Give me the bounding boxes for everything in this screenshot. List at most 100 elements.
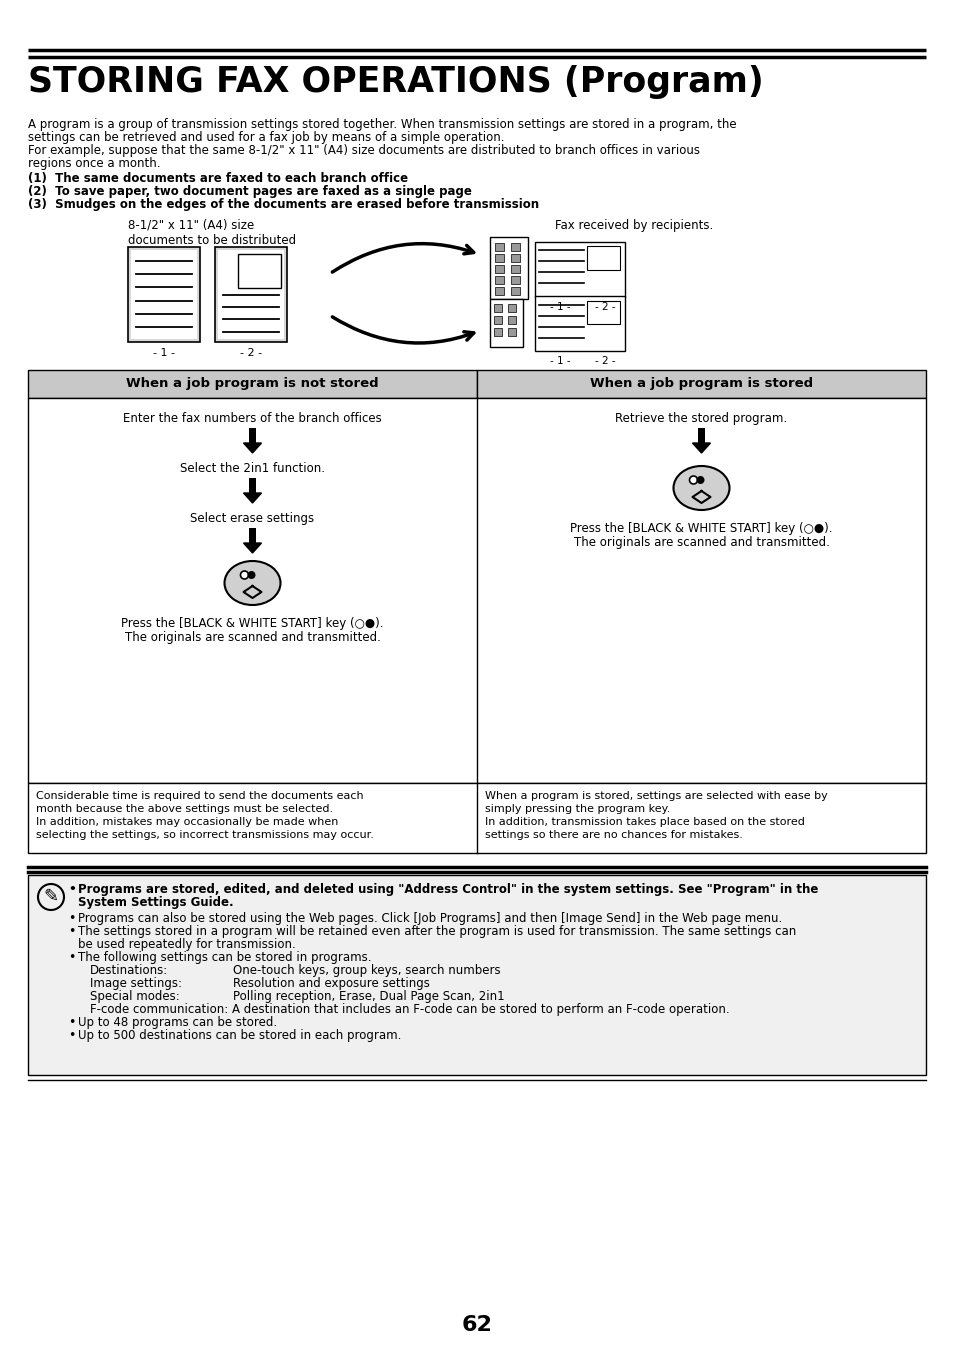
Ellipse shape [38, 884, 64, 911]
Bar [490, 236, 527, 300]
Text: settings so there are no chances for mistakes.: settings so there are no chances for mis… [484, 830, 742, 840]
Bar [249, 428, 255, 443]
Bar [476, 370, 925, 399]
Circle shape [247, 571, 255, 580]
Text: 62: 62 [461, 1315, 492, 1335]
Text: Press the [BLACK & WHITE START] key (○●).: Press the [BLACK & WHITE START] key (○●)… [570, 521, 832, 535]
Bar [587, 246, 619, 269]
Text: When a job program is not stored: When a job program is not stored [126, 377, 378, 390]
Text: The originals are scanned and transmitted.: The originals are scanned and transmitte… [125, 631, 380, 644]
Bar [28, 784, 925, 852]
Bar [698, 428, 704, 443]
Bar [511, 265, 519, 273]
Bar [495, 254, 503, 262]
Text: •: • [68, 951, 75, 965]
Bar [218, 250, 284, 339]
Text: •: • [68, 925, 75, 938]
Bar [214, 247, 287, 342]
Bar [507, 328, 516, 336]
Text: - 2 -: - 2 - [240, 349, 262, 358]
Text: (3)  Smudges on the edges of the documents are erased before transmission: (3) Smudges on the edges of the document… [28, 199, 538, 211]
Bar [507, 304, 516, 312]
Bar [494, 304, 501, 312]
Text: •: • [68, 884, 76, 896]
Text: In addition, transmission takes place based on the stored: In addition, transmission takes place ba… [484, 817, 804, 827]
Text: - 2 -: - 2 - [595, 357, 615, 366]
Bar [587, 301, 619, 324]
Text: •: • [68, 1016, 75, 1029]
Bar [511, 243, 519, 251]
Polygon shape [692, 443, 710, 453]
Text: be used repeatedly for transmission.: be used repeatedly for transmission. [78, 938, 295, 951]
Text: For example, suppose that the same 8-1/2" x 11" (A4) size documents are distribu: For example, suppose that the same 8-1/2… [28, 145, 700, 157]
Text: (2)  To save paper, two document pages are faxed as a single page: (2) To save paper, two document pages ar… [28, 185, 472, 199]
Bar [28, 399, 925, 784]
Text: - 1 -: - 1 - [549, 303, 570, 312]
Text: F-code communication: A destination that includes an F-code can be stored to per: F-code communication: A destination that… [90, 1002, 729, 1016]
Text: Polling reception, Erase, Dual Page Scan, 2in1: Polling reception, Erase, Dual Page Scan… [233, 990, 504, 1002]
Text: The settings stored in a program will be retained even after the program is used: The settings stored in a program will be… [78, 925, 796, 938]
Bar [28, 875, 925, 1075]
Polygon shape [243, 493, 261, 503]
Text: STORING FAX OPERATIONS (Program): STORING FAX OPERATIONS (Program) [28, 65, 763, 99]
Text: Programs can also be stored using the Web pages. Click [Job Programs] and then [: Programs can also be stored using the We… [78, 912, 781, 925]
Text: The originals are scanned and transmitted.: The originals are scanned and transmitte… [573, 536, 828, 549]
Text: Up to 500 destinations can be stored in each program.: Up to 500 destinations can be stored in … [78, 1029, 401, 1042]
Text: (1)  The same documents are faxed to each branch office: (1) The same documents are faxed to each… [28, 172, 408, 185]
Bar [490, 300, 522, 347]
Text: Press the [BLACK & WHITE START] key (○●).: Press the [BLACK & WHITE START] key (○●)… [121, 617, 383, 630]
Text: In addition, mistakes may occasionally be made when: In addition, mistakes may occasionally b… [36, 817, 338, 827]
Bar [535, 242, 624, 297]
Bar [535, 296, 624, 351]
Circle shape [696, 476, 703, 484]
Ellipse shape [224, 561, 280, 605]
Text: settings can be retrieved and used for a fax job by means of a simple operation.: settings can be retrieved and used for a… [28, 131, 504, 145]
Polygon shape [243, 443, 261, 453]
Bar [28, 370, 476, 399]
Bar [128, 247, 200, 342]
Text: Destinations:: Destinations: [90, 965, 168, 977]
Bar [131, 250, 196, 339]
Text: Retrieve the stored program.: Retrieve the stored program. [615, 412, 787, 426]
Text: Select the 2in1 function.: Select the 2in1 function. [180, 462, 325, 476]
Bar [237, 254, 280, 288]
Text: - 1 -: - 1 - [549, 357, 570, 366]
Bar [495, 276, 503, 284]
Text: The following settings can be stored in programs.: The following settings can be stored in … [78, 951, 371, 965]
Circle shape [689, 476, 697, 484]
Bar [495, 243, 503, 251]
Circle shape [240, 571, 248, 580]
Bar [511, 254, 519, 262]
Text: Fax received by recipients.: Fax received by recipients. [555, 219, 713, 232]
Text: •: • [68, 1029, 75, 1042]
Text: Programs are stored, edited, and deleted using "Address Control" in the system s: Programs are stored, edited, and deleted… [78, 884, 818, 896]
Bar [495, 265, 503, 273]
Polygon shape [243, 543, 261, 553]
Text: simply pressing the program key.: simply pressing the program key. [484, 804, 670, 815]
Bar [507, 316, 516, 324]
Bar [494, 316, 501, 324]
Bar [511, 286, 519, 295]
Text: - 2 -: - 2 - [595, 303, 615, 312]
Text: Image settings:: Image settings: [90, 977, 182, 990]
Bar [249, 478, 255, 493]
Text: When a program is stored, settings are selected with ease by: When a program is stored, settings are s… [484, 790, 827, 801]
Text: Up to 48 programs can be stored.: Up to 48 programs can be stored. [78, 1016, 276, 1029]
Text: A program is a group of transmission settings stored together. When transmission: A program is a group of transmission set… [28, 118, 736, 131]
Text: •: • [68, 912, 75, 925]
Text: System Settings Guide.: System Settings Guide. [78, 896, 233, 909]
FancyArrowPatch shape [332, 243, 474, 272]
Text: Resolution and exposure settings: Resolution and exposure settings [233, 977, 430, 990]
Bar [495, 286, 503, 295]
Ellipse shape [673, 466, 729, 509]
Text: month because the above settings must be selected.: month because the above settings must be… [36, 804, 333, 815]
Text: regions once a month.: regions once a month. [28, 157, 160, 170]
Text: Special modes:: Special modes: [90, 990, 179, 1002]
Bar [511, 276, 519, 284]
Text: Enter the fax numbers of the branch offices: Enter the fax numbers of the branch offi… [123, 412, 381, 426]
FancyArrowPatch shape [332, 317, 474, 343]
Text: When a job program is stored: When a job program is stored [589, 377, 812, 390]
Text: 8-1/2" x 11" (A4) size
documents to be distributed: 8-1/2" x 11" (A4) size documents to be d… [128, 219, 295, 247]
Text: Considerable time is required to send the documents each: Considerable time is required to send th… [36, 790, 363, 801]
Text: selecting the settings, so incorrect transmissions may occur.: selecting the settings, so incorrect tra… [36, 830, 374, 840]
